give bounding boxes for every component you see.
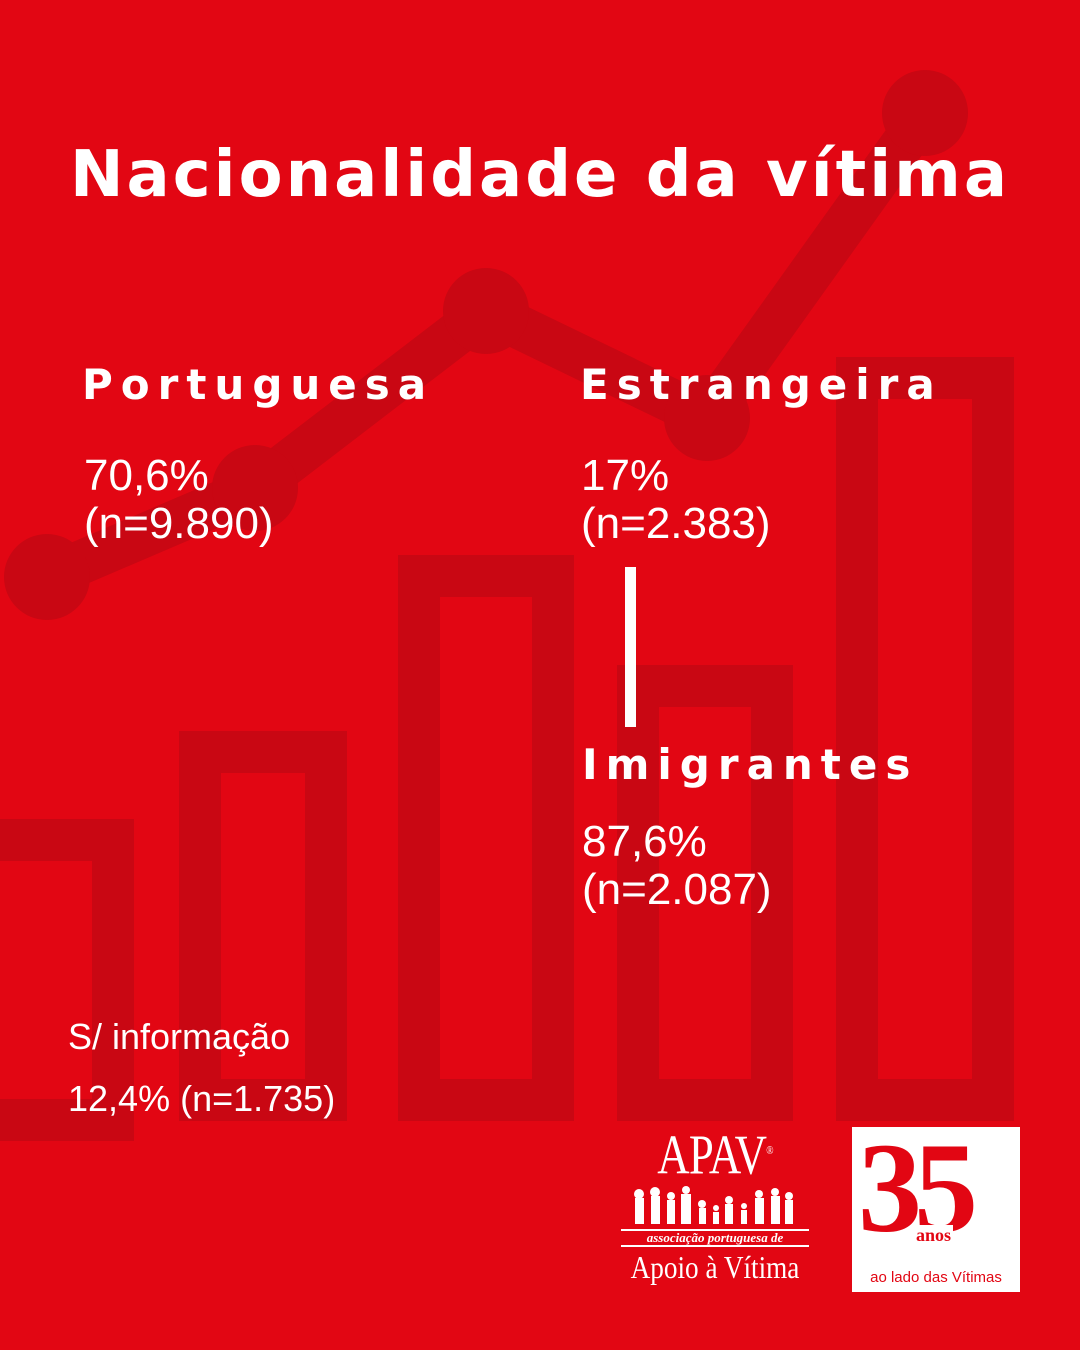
sem-informacao-label: S/ informação bbox=[68, 1016, 291, 1057]
apav-brand: APAV® bbox=[657, 1124, 773, 1187]
apav-people-icon bbox=[634, 1185, 793, 1224]
imigrantes-percent: 87,6% bbox=[582, 817, 707, 866]
sem-informacao-value: 12,4% (n=1.735) bbox=[68, 1078, 336, 1119]
imigrantes-stat: 87,6% (n=2.087) bbox=[582, 818, 772, 914]
apav-subtitle: associação portuguesa de bbox=[621, 1228, 809, 1247]
portuguesa-count: (n=9.890) bbox=[84, 499, 274, 548]
anniversary-35-logo: 35 anos ao lado das Vítimas bbox=[852, 1117, 1020, 1292]
estrangeira-count: (n=2.383) bbox=[581, 499, 771, 548]
anniversary-tagline: ao lado das Vítimas bbox=[870, 1269, 1002, 1286]
vertical-divider bbox=[625, 567, 636, 727]
portuguesa-label: Portuguesa bbox=[82, 360, 435, 409]
anniversary-anos: anos bbox=[914, 1225, 954, 1246]
apav-logo: APAV® associação portuguesa de Apoio à V… bbox=[615, 1120, 815, 1295]
page-title: Nacionalidade da vítima bbox=[69, 138, 1011, 212]
portuguesa-percent: 70,6% bbox=[84, 451, 209, 500]
portuguesa-stat: 70,6% (n=9.890) bbox=[84, 452, 274, 548]
apav-tagline: Apoio à Vítima bbox=[630, 1248, 800, 1285]
estrangeira-percent: 17% bbox=[581, 451, 670, 500]
imigrantes-label: Imigrantes bbox=[582, 740, 919, 789]
estrangeira-stat: 17% (n=2.383) bbox=[581, 452, 771, 548]
imigrantes-count: (n=2.087) bbox=[582, 865, 772, 914]
estrangeira-label: Estrangeira bbox=[580, 360, 943, 409]
